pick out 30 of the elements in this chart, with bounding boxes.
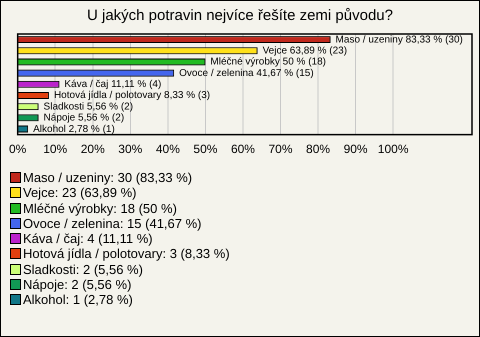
x-tick-label: 0% [9, 142, 27, 156]
x-tick-label: 50% [193, 142, 218, 156]
x-tick-label: 90% [344, 142, 368, 156]
x-tick-label: 10% [43, 142, 68, 156]
legend-label: Vejce: 23 (63,89 %) [22, 185, 138, 201]
data-label: Hotová jídla / polotovary 8,33 % (3) [54, 90, 210, 102]
legend-label: Hotová jídla / polotovary: 3 (8,33 %) [22, 246, 230, 262]
legend-label: Sladkosti: 2 (5,56 %) [22, 262, 144, 278]
x-tick-label: 40% [156, 142, 180, 156]
data-label: Nápoje 5,56 % (2) [44, 112, 124, 124]
legend-label: Alkohol: 1 (2,78 %) [22, 292, 134, 308]
data-label: Ovoce / zelenina 41,67 % (15) [179, 68, 314, 79]
legend-label: Maso / uzeniny: 30 (83,33 %) [22, 170, 194, 186]
x-tick-label: 20% [80, 142, 106, 156]
data-label: Vejce 63,89 % (23) [262, 46, 348, 57]
x-tick-label: 100% [378, 142, 409, 156]
x-tick-label: 30% [118, 142, 143, 156]
data-label: Alkohol 2,78 % (1) [33, 124, 115, 135]
legend-label: Mléčné výrobky: 18 (50 %) [22, 200, 178, 216]
x-tick-label: 70% [268, 142, 293, 156]
legend-label: Káva / čaj: 4 (11,11 %) [22, 231, 154, 246]
data-label: Sladkosti 5,56 % (2) [44, 101, 134, 112]
x-tick-label: 60% [230, 142, 256, 156]
data-label: Káva / čaj 11,11 % (4) [64, 79, 162, 90]
legend-label: Nápoje: 2 (5,56 %) [22, 277, 132, 292]
legend-label: Ovoce / zelenina: 15 (41,67 %) [22, 216, 202, 232]
data-label: Mléčné výrobky 50 % (18) [210, 56, 326, 68]
data-label: Maso / uzeniny 83,33 % (30) [336, 34, 463, 46]
chart-title: U jakých potravin nejvíce řešíte zemi původu? [86, 7, 394, 24]
x-tick-label: 80% [306, 142, 330, 156]
